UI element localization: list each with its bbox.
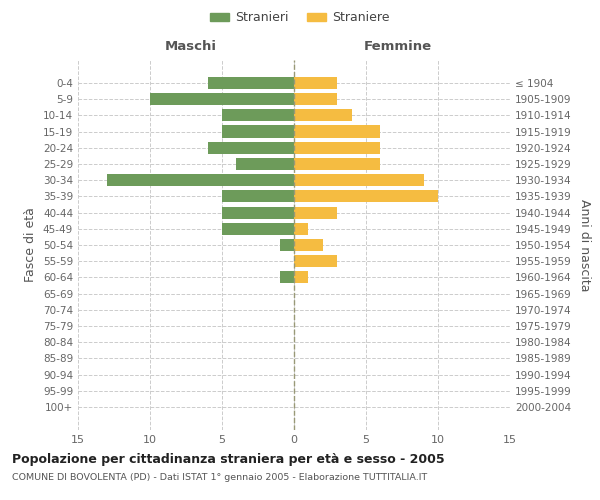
Bar bbox=[294, 255, 337, 268]
Bar bbox=[294, 174, 424, 186]
Text: Femmine: Femmine bbox=[364, 40, 432, 52]
Bar bbox=[222, 126, 294, 138]
Bar bbox=[236, 158, 294, 170]
Bar bbox=[208, 142, 294, 154]
Bar bbox=[222, 206, 294, 218]
Legend: Stranieri, Straniere: Stranieri, Straniere bbox=[205, 6, 395, 29]
Bar bbox=[294, 272, 308, 283]
Bar bbox=[294, 239, 323, 251]
Bar bbox=[107, 174, 294, 186]
Bar bbox=[294, 142, 380, 154]
Y-axis label: Fasce di età: Fasce di età bbox=[25, 208, 37, 282]
Bar bbox=[222, 109, 294, 122]
Bar bbox=[294, 158, 380, 170]
Bar bbox=[294, 77, 337, 89]
Bar bbox=[294, 126, 380, 138]
Bar bbox=[294, 206, 337, 218]
Bar bbox=[222, 222, 294, 235]
Bar bbox=[294, 93, 337, 105]
Text: COMUNE DI BOVOLENTA (PD) - Dati ISTAT 1° gennaio 2005 - Elaborazione TUTTITALIA.: COMUNE DI BOVOLENTA (PD) - Dati ISTAT 1°… bbox=[12, 472, 427, 482]
Bar bbox=[280, 272, 294, 283]
Bar bbox=[294, 109, 352, 122]
Bar bbox=[150, 93, 294, 105]
Y-axis label: Anni di nascita: Anni di nascita bbox=[578, 198, 591, 291]
Bar bbox=[294, 190, 438, 202]
Bar bbox=[280, 239, 294, 251]
Text: Popolazione per cittadinanza straniera per età e sesso - 2005: Popolazione per cittadinanza straniera p… bbox=[12, 452, 445, 466]
Bar bbox=[294, 222, 308, 235]
Text: Maschi: Maschi bbox=[164, 40, 217, 52]
Bar bbox=[222, 190, 294, 202]
Bar bbox=[208, 77, 294, 89]
